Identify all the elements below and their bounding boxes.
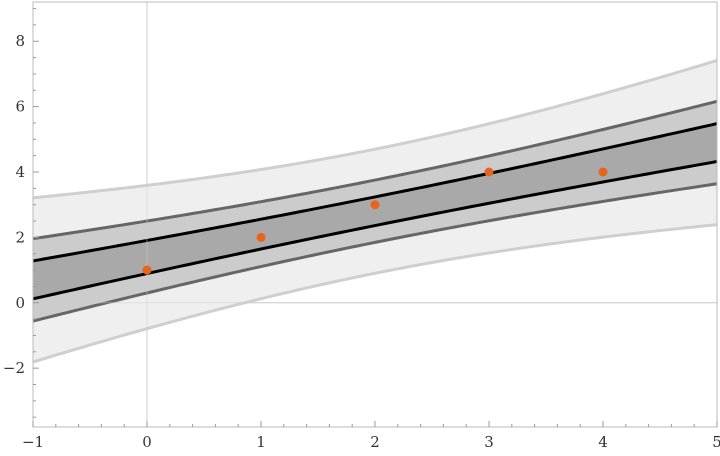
ticks-layer: −1 0 1 2 3 4 5 −2 0 2 4 6 8 [3,8,720,451]
y-tick-label: 6 [15,98,25,116]
x-tick-label: 3 [484,433,494,451]
points-layer [142,167,608,275]
y-tick-label: −2 [3,359,25,377]
data-point [598,167,608,177]
x-tick-label: 2 [370,433,380,451]
data-point [256,232,266,242]
bands-layer [33,59,717,364]
x-tick-label: 4 [598,433,608,451]
y-tick-label: 2 [15,228,25,246]
y-tick-label: 0 [15,294,25,312]
x-tick-label: 5 [712,433,720,451]
data-point [484,167,494,177]
data-point [370,200,380,210]
y-tick-label: 8 [15,32,25,50]
x-tick-label: 0 [142,433,152,451]
y-tick-label: 4 [15,163,25,181]
axes-layer [32,1,718,428]
x-tick-label: −1 [22,433,44,451]
data-point [142,265,152,275]
band-area-2 [33,123,717,299]
x-tick-label: 1 [256,433,266,451]
